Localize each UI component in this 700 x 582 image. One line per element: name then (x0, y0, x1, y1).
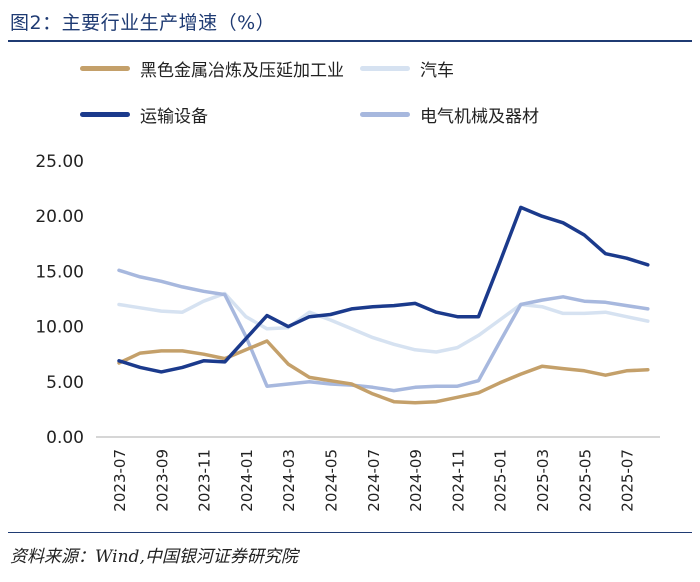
legend-swatch-steel (80, 65, 130, 71)
chart-title: 图2：主要行业生产增速（%） (10, 12, 276, 34)
x-tick-label: 2023-09 (153, 449, 171, 512)
x-axis: 2023-07 2023-09 2023-11 2024-01 2024-03 2024-… (96, 436, 660, 512)
x-tick-label: 2025-05 (576, 449, 594, 512)
x-tick-label: 2025-03 (534, 449, 552, 512)
title-divider (8, 40, 692, 42)
legend-item-steel: 黑色金属冶炼及压延加工业 (80, 54, 344, 82)
legend-swatch-transport (80, 111, 130, 117)
source-note: 资料来源：Wind,中国银河证券研究院 (10, 547, 298, 567)
series-line-auto (117, 291, 650, 354)
x-tick-label: 2025-07 (619, 449, 637, 512)
x-tick-label: 2024-05 (323, 449, 341, 512)
x-tick-label: 2023-11 (196, 449, 214, 512)
x-tick-label: 2023-07 (111, 449, 129, 512)
x-tick-label: 2024-09 (407, 449, 425, 512)
legend-item-electrical: 电气机械及器材 (360, 100, 539, 128)
legend-swatch-auto (360, 65, 410, 71)
legend-label-steel: 黑色金属冶炼及压延加工业 (140, 60, 344, 81)
legend-label-auto: 汽车 (420, 60, 454, 81)
y-tick-label: 0.00 (46, 428, 84, 448)
legend-swatch-electrical (360, 111, 410, 117)
series-line-steel (117, 339, 650, 405)
y-tick-label: 25.00 (35, 152, 84, 172)
legend-label-electrical: 电气机械及器材 (420, 106, 539, 127)
y-axis: 0.00 5.00 10.00 15.00 20.00 25.00 (35, 152, 84, 448)
x-tick-label: 2024-07 (365, 449, 383, 512)
legend-label-transport: 运输设备 (140, 106, 208, 127)
y-tick-label: 20.00 (35, 207, 84, 227)
y-tick-label: 5.00 (46, 373, 84, 393)
x-tick-label: 2025-01 (492, 449, 510, 512)
x-tick-label: 2024-11 (449, 449, 467, 512)
series-layer (117, 205, 650, 405)
legend-item-auto: 汽车 (360, 54, 454, 82)
x-tick-label: 2024-01 (238, 449, 256, 512)
series-line-transport (117, 205, 650, 374)
y-tick-label: 10.00 (35, 318, 84, 338)
x-tick-label: 2024-03 (280, 449, 298, 512)
title-bar: 图2：主要行业生产增速（%） (0, 0, 700, 44)
y-tick-label: 15.00 (35, 262, 84, 282)
source-divider (8, 532, 692, 533)
legend-item-transport: 运输设备 (80, 100, 208, 128)
series-line-electrical (117, 268, 650, 393)
chart-legend: 黑色金属冶炼及压延加工业 汽车 运输设备 电气机械及器材 (0, 52, 700, 142)
